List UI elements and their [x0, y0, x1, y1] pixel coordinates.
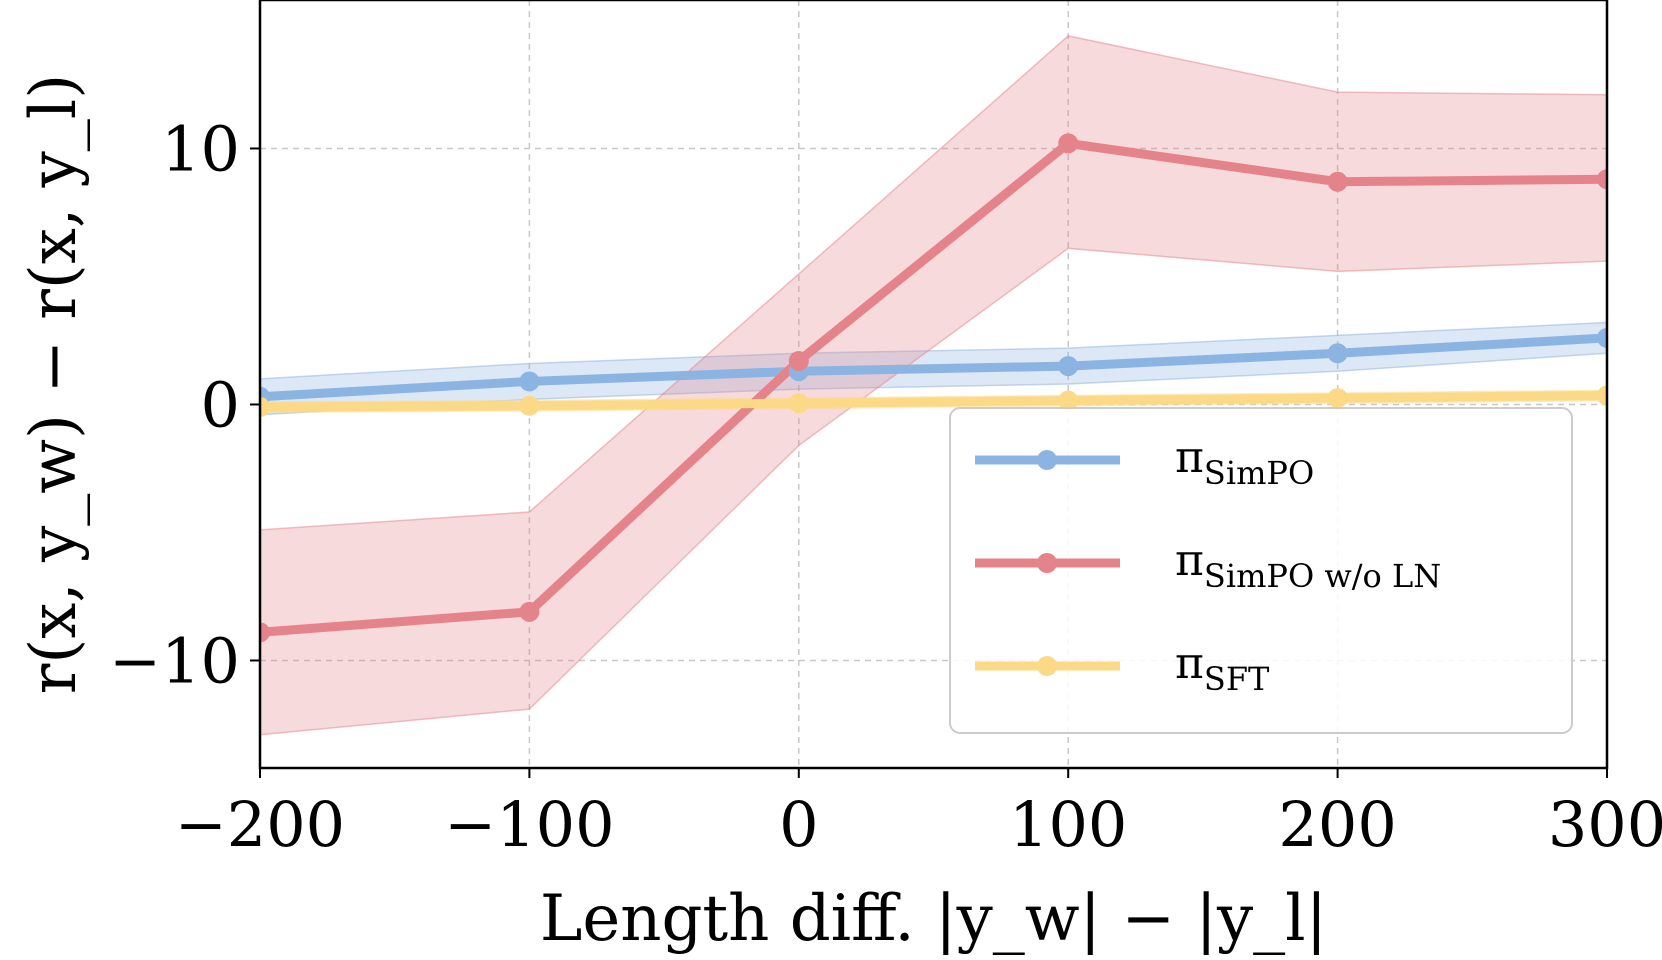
point-series-0 [519, 371, 540, 392]
point-series-0 [1327, 343, 1348, 364]
point-series-2 [1058, 390, 1079, 411]
point-series-1 [260, 622, 270, 643]
point-series-0 [1058, 356, 1079, 377]
x-tick-label: −200 [175, 788, 345, 861]
band-series-1 [260, 35, 1607, 736]
point-series-1 [1597, 169, 1607, 190]
x-tick-label: 100 [1009, 788, 1127, 861]
line-series-1 [260, 138, 1607, 637]
point-series-2 [260, 397, 270, 418]
point-series-1 [788, 350, 809, 371]
point-series-2 [1597, 385, 1607, 406]
series-lines [260, 138, 1607, 637]
y-tick-label: 10 [161, 112, 240, 185]
x-tick-label: −100 [444, 788, 614, 861]
point-series-2 [519, 395, 540, 416]
legend-label: πSFT [1175, 638, 1270, 698]
x-tick-label: 200 [1278, 788, 1396, 861]
point-series-1 [519, 601, 540, 622]
legend-label: πSimPO w/o LN [1175, 535, 1441, 595]
point-series-2 [1327, 388, 1348, 409]
plot-frame [258, 0, 1609, 770]
y-tick-label: 0 [201, 368, 240, 441]
point-series-0 [1597, 327, 1607, 348]
legend-label: πSimPO [1175, 432, 1314, 492]
legend-swatch-marker [1037, 553, 1057, 573]
y-axis-label: r(x, y_w) − r(x, y_l) [17, 74, 91, 695]
x-tick-label: 0 [779, 788, 818, 861]
line-series-2 [260, 391, 1607, 412]
point-series-2 [788, 393, 809, 414]
legend: πSimPO πSimPO w/o LN πSFT [949, 407, 1573, 734]
x-tick-label: 300 [1548, 788, 1662, 861]
series-points [260, 133, 1607, 643]
point-series-1 [1327, 171, 1348, 192]
point-series-1 [1058, 133, 1079, 154]
line-series-0 [260, 333, 1607, 402]
y-tick-label: −10 [109, 624, 240, 697]
x-axis-label: Length diff. |y_w| − |y_l| [540, 882, 1327, 956]
legend-swatch-marker [1037, 656, 1057, 676]
legend-swatch-marker [1037, 450, 1057, 470]
legend-box [949, 407, 1573, 734]
